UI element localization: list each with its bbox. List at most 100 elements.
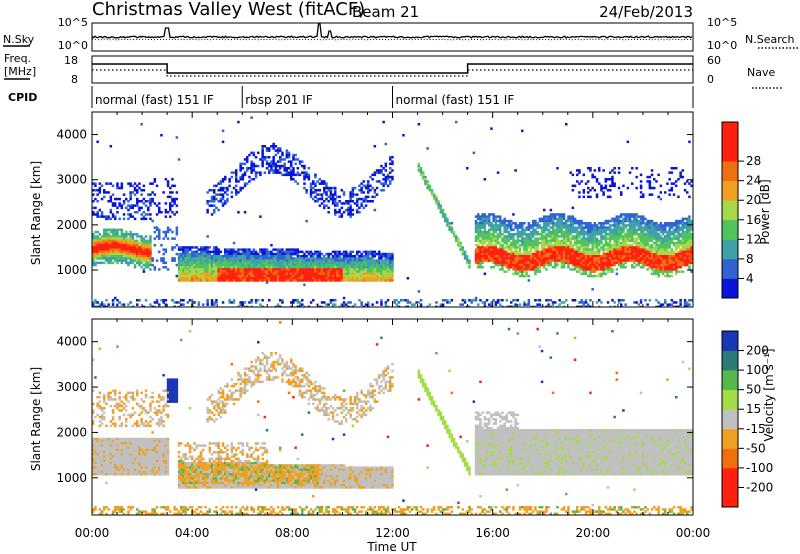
power-cell (248, 263, 251, 267)
power-cell (342, 191, 346, 194)
power-cell (639, 257, 643, 260)
power-cell (639, 230, 643, 234)
power-cell (631, 235, 634, 238)
power-cell (600, 274, 603, 278)
power-cell (127, 303, 130, 306)
power-cell (191, 268, 194, 271)
power-cell (375, 171, 379, 174)
power-cell (474, 252, 478, 256)
power-cell (620, 244, 623, 247)
power-cell (598, 230, 601, 234)
power-cell (276, 250, 280, 254)
power-cell (239, 263, 242, 267)
power-cell (595, 178, 599, 181)
power-cell (351, 191, 355, 194)
power-cell (435, 202, 438, 205)
power-cell (342, 259, 346, 262)
power-cell (246, 167, 249, 170)
power-cell (270, 263, 273, 267)
power-cell (270, 270, 273, 273)
power-cell (573, 235, 577, 238)
power-cell (389, 274, 392, 278)
power-cell (221, 261, 225, 265)
power-cell (334, 189, 337, 192)
power-cell (492, 244, 495, 247)
power-cell (606, 248, 610, 251)
power-cell (485, 222, 489, 225)
power-cell (353, 186, 357, 190)
power-cell (171, 257, 174, 260)
power-cell (213, 246, 216, 249)
power-cell (166, 226, 170, 229)
power-cell (369, 250, 372, 254)
power-cell (268, 268, 271, 271)
power-cell (631, 233, 634, 236)
power-cell (98, 248, 102, 251)
power-cell (501, 261, 504, 265)
power-cell (96, 200, 99, 203)
power-cell (613, 237, 616, 240)
power-cell (494, 239, 498, 243)
power-cell (270, 266, 273, 269)
power-cell (197, 261, 201, 265)
power-cell (540, 237, 544, 240)
power-cell (204, 252, 207, 256)
power-cell (241, 175, 245, 179)
power-cell (120, 206, 124, 210)
power-cell (96, 215, 99, 218)
power-cell (543, 230, 546, 234)
power-cell (279, 160, 282, 163)
power-cell (237, 211, 240, 214)
power-cell (637, 263, 641, 267)
power-cell (578, 270, 581, 273)
power-cell (283, 272, 286, 276)
power-cell (628, 219, 632, 223)
power-cell (307, 250, 311, 254)
power-cell (241, 274, 245, 278)
power-cell (600, 228, 603, 232)
power-cell (653, 233, 656, 236)
power-cell (593, 233, 597, 236)
power-cell (360, 259, 363, 262)
power-cell (525, 270, 528, 273)
power-cell (494, 255, 498, 258)
power-cell (287, 257, 291, 260)
power-cell (534, 268, 537, 271)
power-cell (279, 259, 282, 262)
power-cell (510, 219, 513, 223)
power-cell (626, 239, 630, 243)
power-cell (338, 211, 341, 214)
power-cell (248, 301, 251, 304)
power-cell (188, 268, 192, 271)
power-cell (175, 191, 179, 194)
power-cell (287, 255, 291, 258)
power-cell (307, 263, 311, 267)
power-cell (307, 266, 311, 269)
power-cell (105, 215, 108, 218)
power-cell (611, 182, 614, 185)
power-cell (133, 241, 137, 245)
power-cell (96, 255, 99, 258)
power-cell (215, 263, 218, 267)
power-cell (479, 263, 482, 267)
power-cell (358, 299, 361, 302)
power-cell (331, 274, 335, 278)
power-cell (100, 246, 104, 249)
power-cell (347, 277, 350, 280)
power-cell (510, 241, 513, 245)
power-cell (600, 259, 603, 262)
power-cell (604, 255, 608, 258)
power-cell (272, 158, 275, 161)
power-cell (576, 219, 579, 223)
power-cell (389, 175, 392, 179)
power-cell (136, 255, 139, 258)
power-cell (323, 270, 326, 273)
power-cell (635, 244, 638, 247)
power-cell (351, 193, 355, 196)
power-cell (197, 301, 201, 304)
power-cell (642, 230, 645, 234)
power-cell (345, 263, 348, 267)
power-cell (631, 255, 634, 258)
power-cell (518, 303, 522, 306)
power-cell (259, 248, 262, 251)
